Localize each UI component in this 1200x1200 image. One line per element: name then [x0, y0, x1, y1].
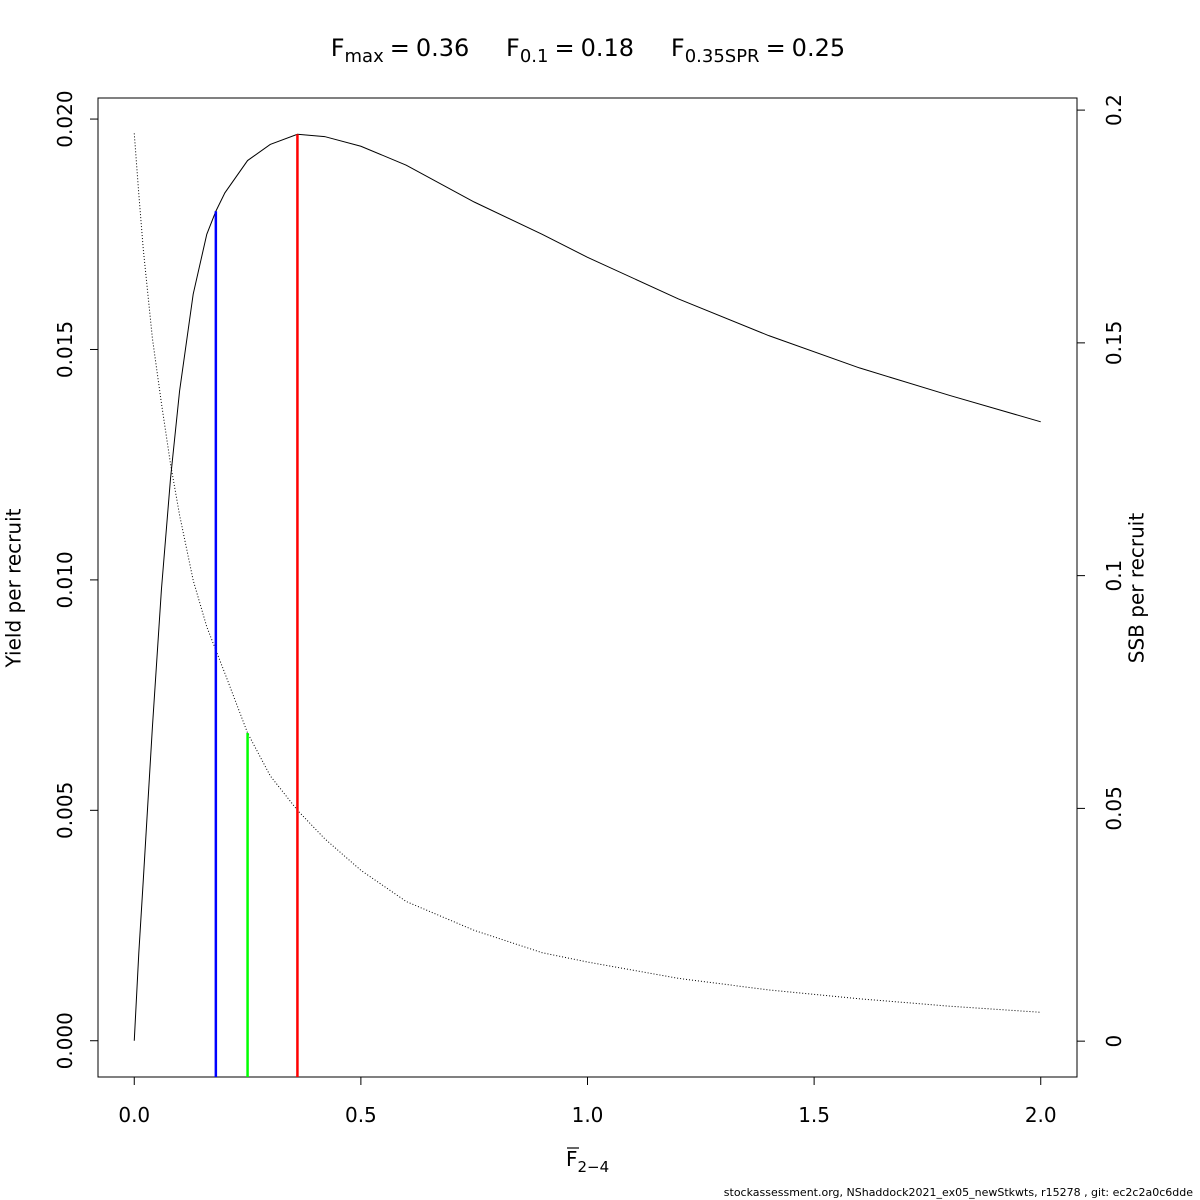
- title-part: F0.1 = 0.18: [506, 34, 634, 67]
- plot-frame: [97, 97, 1078, 1078]
- x-axis-label-sub: 2−4: [578, 1158, 610, 1176]
- y2-tick-label: 0.05: [1102, 786, 1126, 831]
- title-value: 0.36: [416, 34, 469, 62]
- title-subscript: 0.35SPR: [685, 46, 760, 67]
- x-axis-label: F2−4: [566, 1147, 609, 1176]
- title-value: 0.18: [581, 34, 634, 62]
- title-subscript: 0.1: [520, 46, 549, 67]
- title-subscript: max: [345, 46, 385, 67]
- y-axis-label: Yield per recruit: [2, 508, 26, 668]
- x-tick-label: 1.0: [572, 1103, 604, 1127]
- x-tick-label: 0.0: [118, 1103, 150, 1127]
- title-part: Fmax = 0.36: [331, 34, 470, 67]
- x-tick-label: 2.0: [1025, 1103, 1057, 1127]
- y-tick-label: 0.010: [53, 551, 77, 608]
- y2-tick-label: 0.2: [1102, 94, 1126, 126]
- y2-axis-label: SSB per recruit: [1125, 513, 1149, 664]
- title-equals: =: [554, 34, 574, 62]
- footer: stockassessment.org, NShaddock2021_ex05_…: [724, 1186, 1193, 1199]
- x-tick-label: 1.5: [798, 1103, 830, 1127]
- y-tick-label: 0.000: [53, 1012, 77, 1069]
- y2-tick-label: 0.15: [1102, 321, 1126, 366]
- y-tick-label: 0.020: [53, 90, 77, 147]
- x-axis-label-main: F: [566, 1147, 578, 1171]
- x-tick-label: 0.5: [345, 1103, 377, 1127]
- y2-tick-label: 0: [1102, 1035, 1126, 1048]
- series-line: [133, 133, 1041, 1041]
- title-equals: =: [390, 34, 410, 62]
- title-symbol: F: [331, 34, 345, 62]
- title-value: 0.25: [792, 34, 845, 62]
- y-tick-label: 0.015: [53, 321, 77, 378]
- series-line: [133, 133, 1041, 1013]
- title-part: F0.35SPR = 0.25: [671, 34, 845, 67]
- title-equals: =: [766, 34, 786, 62]
- title-symbol: F: [671, 34, 685, 62]
- y2-tick-label: 0.1: [1102, 560, 1126, 592]
- y-tick-label: 0.005: [53, 782, 77, 839]
- title-symbol: F: [506, 34, 520, 62]
